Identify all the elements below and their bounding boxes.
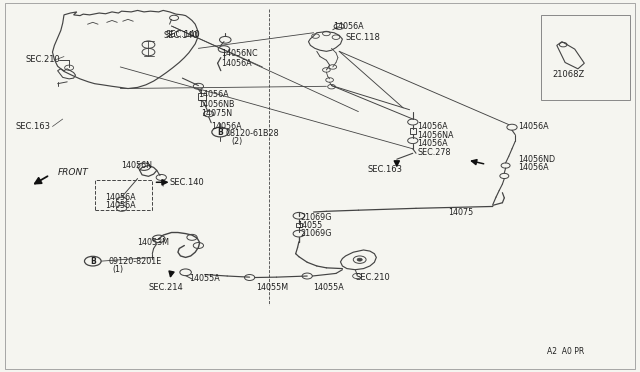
Bar xyxy=(95,180,152,210)
Text: 14056A: 14056A xyxy=(221,59,252,68)
Text: 14056A: 14056A xyxy=(106,201,136,210)
Text: 14056A: 14056A xyxy=(417,139,448,148)
Bar xyxy=(541,15,630,100)
Text: SEC.214: SEC.214 xyxy=(148,283,183,292)
Text: 14055A: 14055A xyxy=(314,283,344,292)
Text: SEC.163: SEC.163 xyxy=(368,165,403,174)
Text: 14056A: 14056A xyxy=(417,122,448,131)
Text: 21068Z: 21068Z xyxy=(552,70,584,79)
Text: 14056A: 14056A xyxy=(518,122,549,131)
Bar xyxy=(296,223,302,227)
Text: B: B xyxy=(218,128,223,137)
Text: 14056A: 14056A xyxy=(333,22,364,31)
Text: 21069G: 21069G xyxy=(301,213,332,222)
Text: 09120-8201E: 09120-8201E xyxy=(109,257,162,266)
Bar xyxy=(198,93,206,100)
Text: SEC.118: SEC.118 xyxy=(346,33,380,42)
Text: 14056NB: 14056NB xyxy=(198,100,235,109)
Text: (1): (1) xyxy=(112,265,123,274)
Text: SEC.278: SEC.278 xyxy=(417,148,451,157)
Text: SEC.163: SEC.163 xyxy=(16,122,51,131)
Bar xyxy=(410,128,416,134)
Text: SEC.140: SEC.140 xyxy=(170,178,204,187)
Text: 14075: 14075 xyxy=(448,208,473,217)
Text: SEC.140: SEC.140 xyxy=(165,30,200,39)
Text: 14056NC: 14056NC xyxy=(221,49,257,58)
Text: 14056ND: 14056ND xyxy=(518,155,556,164)
Circle shape xyxy=(357,258,362,261)
Text: 14056A: 14056A xyxy=(211,122,242,131)
Text: 14056A: 14056A xyxy=(198,90,229,99)
Text: B: B xyxy=(90,257,95,266)
Text: 21069G: 21069G xyxy=(301,230,332,238)
Text: A2  A0 PR: A2 A0 PR xyxy=(547,347,584,356)
Text: 14056NA: 14056NA xyxy=(417,131,454,140)
Text: SEC.210: SEC.210 xyxy=(26,55,60,64)
Text: SEC.140: SEC.140 xyxy=(163,31,198,40)
Text: 14075N: 14075N xyxy=(202,109,233,118)
Text: 08120-61B28: 08120-61B28 xyxy=(225,129,279,138)
Text: (2): (2) xyxy=(232,137,243,146)
Text: FRONT: FRONT xyxy=(58,169,88,177)
Text: SEC.210: SEC.210 xyxy=(355,273,390,282)
Text: 14055M: 14055M xyxy=(256,283,288,292)
Text: 14055A: 14055A xyxy=(189,274,220,283)
Text: 14055: 14055 xyxy=(298,221,323,230)
Text: 14053M: 14053M xyxy=(138,238,170,247)
Text: 14056A: 14056A xyxy=(518,163,549,172)
Text: 14056N: 14056N xyxy=(122,161,152,170)
Text: 14056A: 14056A xyxy=(106,193,136,202)
